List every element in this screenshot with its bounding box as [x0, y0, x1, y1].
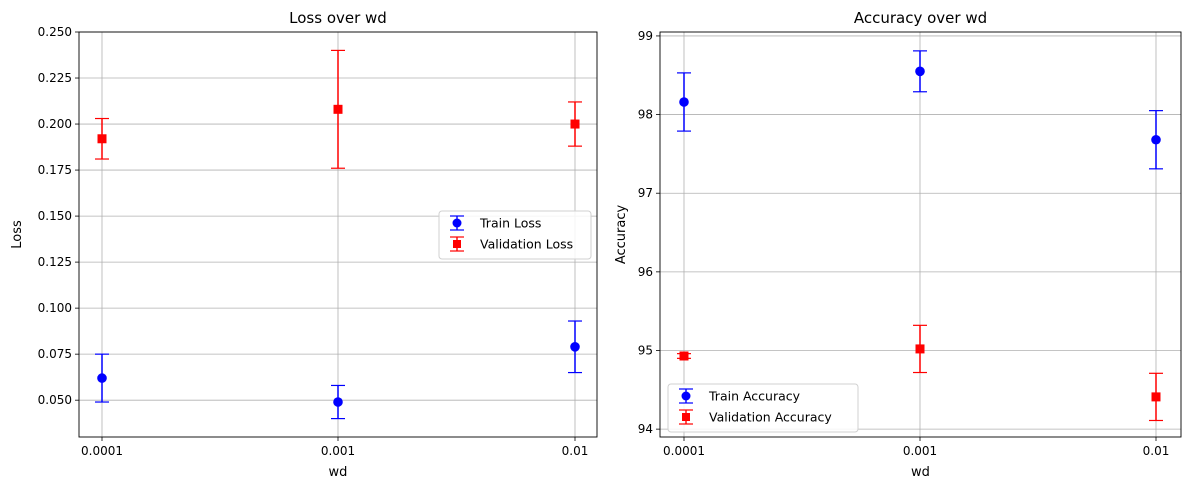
data-point	[97, 134, 107, 144]
y-tick-label: 0.075	[38, 347, 72, 361]
y-tick-label: 94	[638, 422, 653, 436]
data-point	[570, 119, 580, 129]
data-point	[915, 344, 925, 354]
y-tick-label: 96	[638, 265, 653, 279]
data-point	[679, 97, 689, 107]
y-tick-label: 0.150	[38, 209, 72, 223]
legend-label: Validation Loss	[480, 237, 573, 252]
legend-box	[438, 210, 592, 260]
data-point	[333, 397, 343, 407]
y-tick-label: 0.125	[38, 255, 72, 269]
legend-marker	[452, 218, 462, 228]
x-tick-label: 0.0001	[663, 444, 705, 458]
x-axis-label: wd	[329, 465, 348, 480]
y-tick-label: 99	[638, 29, 653, 43]
data-point	[679, 351, 689, 361]
y-tick-label: 95	[638, 343, 653, 357]
legend-marker	[681, 391, 691, 401]
data-point	[1151, 392, 1161, 402]
legend-marker	[682, 413, 690, 421]
chart-title: Accuracy over wd	[854, 9, 987, 27]
x-tick-label: 0.01	[1143, 444, 1170, 458]
plot-frame	[78, 31, 598, 438]
plot-frame	[659, 31, 1182, 438]
x-tick-label: 0.0001	[81, 444, 123, 458]
y-tick-label: 0.100	[38, 301, 72, 315]
legend-label: Train Loss	[479, 216, 541, 231]
loss-chart: 0.050 0.075 0.100 0.125 0.150 0.175 0.200 0.225…	[10, 9, 598, 480]
legend-box	[667, 383, 859, 433]
legend-label: Validation Accuracy	[709, 410, 832, 425]
chart-title: Loss over wd	[289, 9, 387, 27]
y-tick-label: 0.175	[38, 163, 72, 177]
x-tick-label: 0.001	[321, 444, 355, 458]
data-point	[333, 104, 343, 114]
y-tick-label: 98	[638, 108, 653, 122]
y-tick-label: 0.250	[38, 25, 72, 39]
x-tick-label: 0.01	[562, 444, 589, 458]
y-tick-label: 0.200	[38, 117, 72, 131]
x-axis-label: wd	[911, 465, 930, 480]
y-axis-label: Accuracy	[614, 205, 629, 265]
y-axis-label: Loss	[10, 220, 25, 249]
legend: Train Loss Validation Loss	[438, 210, 592, 260]
x-tick-label: 0.001	[903, 444, 937, 458]
data-point	[915, 66, 925, 77]
y-tick-label: 0.050	[38, 393, 72, 407]
y-tick-label: 97	[638, 186, 653, 200]
legend: Train Accuracy Validation Accuracy	[667, 383, 859, 433]
data-point	[1151, 134, 1161, 145]
y-tick-label: 0.225	[38, 71, 72, 85]
legend-marker	[453, 240, 461, 248]
data-point	[97, 373, 107, 383]
legend-label: Train Accuracy	[708, 389, 801, 404]
data-point	[570, 341, 580, 352]
accuracy-chart: 94 95 96 97 98 99 0.0001 0.001 0.01 Accuracy over…	[614, 9, 1182, 480]
